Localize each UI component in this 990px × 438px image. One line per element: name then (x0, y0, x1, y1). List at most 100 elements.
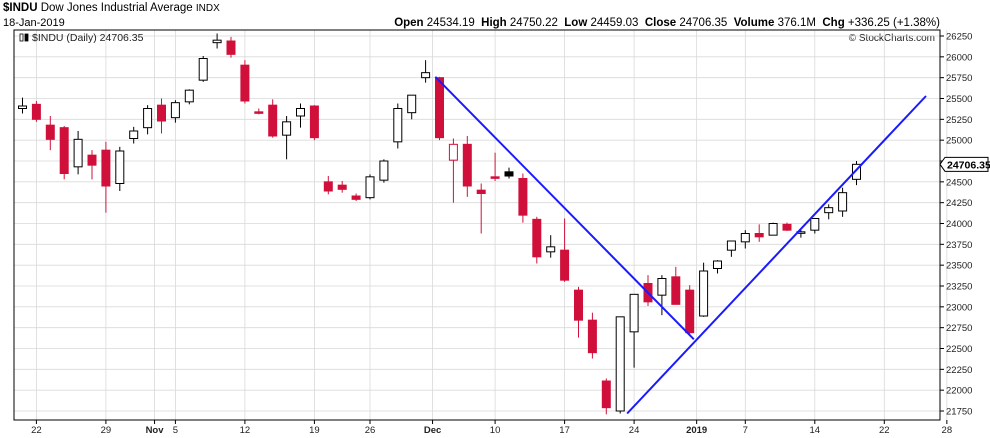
candle (170, 100, 180, 123)
candle-body (768, 223, 778, 236)
candle (838, 187, 848, 217)
candle (587, 312, 597, 359)
legend: $INDU (Daily) 24706.35 (19, 32, 144, 44)
x-tick-label: 22 (31, 425, 42, 436)
x-tick-label: 5 (173, 425, 178, 436)
x-tick-label: 10 (490, 425, 501, 436)
candle-body (87, 154, 97, 166)
candle (657, 275, 667, 316)
candle (685, 285, 695, 336)
candle (810, 218, 820, 234)
candle (462, 136, 472, 197)
x-tick-label: 26 (365, 425, 376, 436)
candle-body (657, 278, 667, 296)
trendline (626, 95, 927, 415)
candle (560, 218, 570, 282)
y-tick-label: 24000 (946, 219, 972, 230)
grid (14, 30, 948, 420)
ohlc-open-label: Open (394, 17, 424, 29)
y-tick-label: 22750 (946, 323, 972, 334)
candle (115, 146, 125, 191)
candle (532, 216, 542, 264)
candle (782, 222, 792, 231)
candle (754, 224, 764, 242)
candle-body (101, 149, 111, 187)
candle-body (170, 102, 180, 119)
legend-text: $INDU (Daily) 24706.35 (32, 32, 144, 44)
candles (18, 33, 861, 415)
candle-body (393, 108, 403, 143)
candle (351, 193, 361, 201)
candle (226, 36, 236, 58)
candle (254, 108, 264, 115)
x-axis: 22 29 Nov 5 12 19 26 Dec 10 17 24 2019 7 14 22 28 (31, 420, 952, 436)
candle-body (226, 40, 236, 55)
y-tick-label: 23500 (946, 261, 972, 272)
last-price-label: 24706.35 (947, 159, 990, 171)
ohlc-open-value: 24534.19 (426, 17, 475, 29)
candle-body (198, 58, 208, 81)
ohlc-low-value: 24459.03 (590, 17, 639, 29)
candle (129, 126, 139, 144)
candle (379, 159, 389, 183)
candle (45, 116, 55, 151)
candle-body (240, 64, 250, 102)
candle-body (546, 246, 556, 253)
ohlc-chg-label: Chg (822, 17, 845, 29)
candle (768, 222, 778, 236)
candle-body (296, 108, 305, 117)
x-tick-label: 19 (309, 425, 320, 436)
last-price-arrow (939, 156, 989, 172)
candle (407, 94, 417, 120)
y-tick-label: 25000 (946, 136, 972, 147)
x-tick-label: Nov (146, 425, 165, 436)
candle-body (18, 105, 27, 109)
candle-body (713, 260, 722, 269)
y-tick-label: 24500 (946, 177, 972, 188)
candle (296, 103, 305, 128)
candle (671, 266, 681, 305)
y-tick-label: 21750 (946, 407, 972, 418)
x-tick-label: 2019 (686, 425, 707, 436)
candle-body (615, 316, 625, 412)
candle (59, 126, 69, 180)
candle-body (435, 77, 444, 139)
index-name: Dow Jones Industrial Average (40, 2, 193, 14)
candle-body (184, 89, 194, 103)
candle-body (421, 72, 431, 79)
candle-body (157, 104, 166, 122)
trendline (434, 76, 695, 341)
candle (699, 262, 709, 317)
candle-body (129, 130, 139, 139)
header-symbol-line: $INDU Dow Jones Industrial Average INDX (3, 2, 220, 14)
candle (337, 181, 347, 193)
candle (490, 152, 500, 181)
candle-body (337, 184, 347, 190)
candle-body (685, 289, 695, 334)
candle-body (824, 207, 834, 214)
candle-body (726, 240, 736, 251)
candle-body (601, 380, 611, 409)
candle-body (45, 124, 55, 140)
candle-body (587, 319, 597, 354)
candle-body (560, 249, 570, 281)
candle-body (476, 189, 486, 195)
x-tick-label: 29 (101, 425, 112, 436)
ohlc-volume-value: 376.1M (777, 17, 816, 29)
y-tick-label: 25500 (946, 94, 972, 105)
candle (518, 173, 528, 223)
candle-body (351, 195, 361, 200)
ohlc-close-value: 24706.35 (679, 17, 728, 29)
candle (268, 99, 278, 138)
exchange: INDX (195, 3, 220, 14)
legend-swatch (19, 33, 29, 42)
candle (198, 56, 208, 82)
candle-body (699, 270, 709, 317)
candle (740, 230, 750, 249)
candle-body (254, 111, 264, 114)
candle-body (323, 181, 333, 192)
candle-body (309, 105, 319, 139)
candle (713, 260, 722, 274)
candle-body (852, 163, 861, 180)
candle-body (282, 121, 292, 136)
